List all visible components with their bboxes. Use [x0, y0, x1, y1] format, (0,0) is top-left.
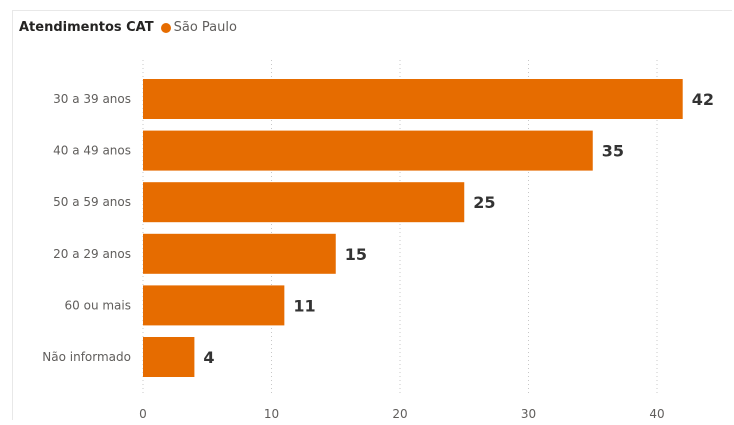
category-label: 60 ou mais: [65, 298, 131, 312]
x-tick-label: 0: [139, 407, 147, 421]
x-tick-label: 30: [521, 407, 536, 421]
data-label: 4: [203, 348, 214, 367]
data-label: 15: [345, 245, 367, 264]
bar[interactable]: [143, 182, 465, 223]
data-label: 42: [692, 90, 714, 109]
visual-frame: [12, 10, 732, 420]
bar[interactable]: [143, 337, 195, 377]
data-label: 25: [473, 193, 495, 212]
category-label: 50 a 59 anos: [53, 195, 131, 209]
x-tick-label: 40: [649, 407, 664, 421]
x-tick-label: 10: [264, 407, 279, 421]
bar[interactable]: [143, 233, 336, 274]
data-label: 35: [602, 142, 624, 161]
data-label: 11: [293, 296, 315, 315]
legend-label: São Paulo: [173, 20, 237, 35]
category-label: 20 a 29 anos: [53, 247, 131, 261]
legend-marker-icon: [160, 22, 171, 33]
category-label: 30 a 39 anos: [53, 92, 131, 106]
bar[interactable]: [143, 79, 683, 119]
chart-header: Atendimentos CAT São Paulo: [19, 20, 237, 35]
bar[interactable]: [143, 130, 593, 171]
chart-title: Atendimentos CAT: [19, 20, 154, 35]
bar[interactable]: [143, 285, 285, 326]
category-label: 40 a 49 anos: [53, 144, 131, 158]
legend[interactable]: São Paulo: [160, 20, 237, 35]
category-label: Não informado: [42, 350, 131, 364]
x-tick-label: 20: [392, 407, 407, 421]
